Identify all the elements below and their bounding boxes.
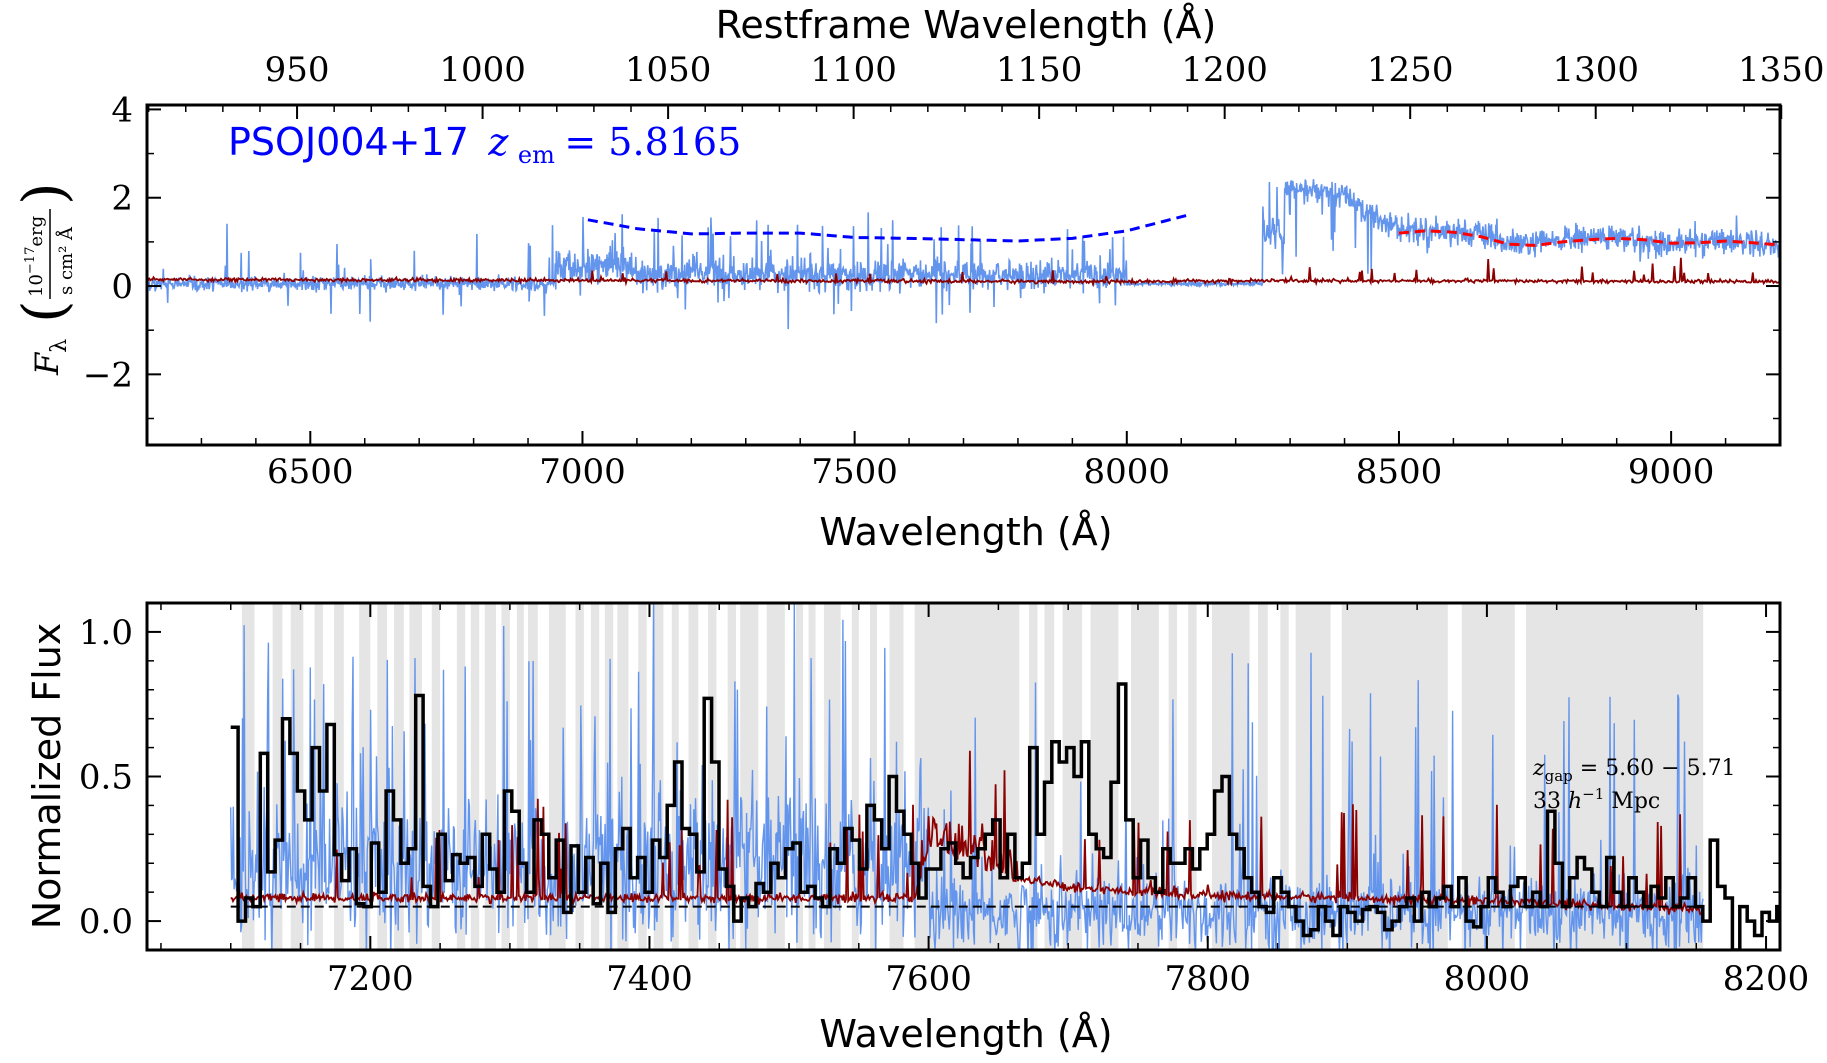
gap-shaded-region [617, 603, 629, 950]
gap-shaded-region [501, 603, 510, 950]
rest-xtick-label: 950 [265, 50, 330, 90]
bottom-ticks: 7200 7400 7600 7800 8000 8200 0.0 0.5 1.0 [79, 602, 1810, 999]
top-axis-title: Restframe Wavelength (Å) [716, 3, 1217, 47]
top-plot-area [147, 179, 1780, 330]
ylabel-denominator: s cm² Å [55, 226, 77, 295]
gap-shaded-region [1257, 603, 1268, 950]
red-continuum-fit [1398, 229, 1780, 247]
svg-text:Fλ: Fλ [28, 339, 72, 376]
svg-text:zgap = 5.60 − 5.71: zgap = 5.60 − 5.71 [1532, 756, 1736, 785]
bottom-xtick-label: 8000 [1444, 959, 1531, 999]
binned-flux-step [230, 682, 1780, 950]
rest-xtick-label: 1300 [1552, 50, 1639, 90]
bottom-plot-area [230, 603, 1780, 950]
gap-shaded-region [869, 603, 877, 950]
object-annotation: PSOJ004+17 z em = 5.8165 [228, 120, 741, 172]
bottom-xtick-label: 7800 [1164, 959, 1251, 999]
top-panel-ylabel: Fλ ( 10−17erg s cm² Å ) [10, 182, 78, 376]
ylabel-sub: λ [47, 339, 72, 353]
top-noise-series [147, 257, 1780, 288]
gap-shaded-region [470, 603, 480, 950]
gap-shaded-region [516, 603, 524, 950]
bottom-ytick-label: 0.0 [79, 902, 133, 942]
rest-xtick-label: 1150 [996, 50, 1083, 90]
gap-shaded-region [796, 603, 803, 950]
ylabel-paren-right: ) [10, 182, 78, 205]
ylabel-symbol: F [28, 351, 66, 376]
bottom-panel-ylabel: Normalized Flux [25, 623, 69, 930]
rest-xtick-label: 1100 [810, 50, 897, 90]
gap-shaded-region [394, 603, 404, 950]
top-xtick-label: 8000 [1084, 452, 1171, 492]
bottom-normalized-panel: 7200 7400 7600 7800 8000 8200 0.0 0.5 1.0 zgap =… [25, 601, 1810, 1056]
gap-shaded-region [1280, 603, 1289, 950]
ylabel-paren-left: ( [10, 300, 78, 323]
top-flux-series [147, 179, 1780, 330]
bottom-panel-xlabel: Wavelength (Å) [819, 1012, 1112, 1056]
gap-shaded-region [359, 603, 371, 950]
gap-shaded-region [431, 603, 441, 950]
gap-shaded-region [1044, 603, 1055, 950]
bottom-flux-series [230, 603, 1704, 950]
gap-shaded-region [456, 603, 466, 950]
gap-shaded-region [1188, 603, 1197, 950]
gap-shaded-region [727, 603, 736, 950]
rest-xtick-label: 1200 [1181, 50, 1268, 90]
top-xtick-label: 8500 [1356, 452, 1443, 492]
bottom-xtick-label: 7600 [885, 959, 972, 999]
top-xtick-label: 6500 [267, 452, 354, 492]
top-xtick-label: 9000 [1628, 452, 1715, 492]
gap-shaded-region [688, 603, 699, 950]
bottom-xtick-label: 8200 [1723, 959, 1810, 999]
gap-shaded-region [272, 603, 283, 950]
top-ticks: 6500 7000 7500 8000 8500 9000 950 1000 1050 1100 1… [83, 50, 1825, 492]
top-ytick-label: 2 [111, 179, 133, 219]
top-ytick-label: −2 [83, 355, 133, 395]
top-ytick-label: 4 [111, 90, 133, 130]
top-ytick-label: 0 [111, 267, 133, 307]
rest-xtick-label: 1250 [1367, 50, 1454, 90]
svg-text:33 h−1 Mpc: 33 h−1 Mpc [1533, 785, 1660, 814]
bottom-xtick-label: 7400 [606, 959, 693, 999]
top-xtick-label: 7000 [539, 452, 626, 492]
top-panel-xlabel: Wavelength (Å) [819, 510, 1112, 554]
ylabel-numerator: 10−17erg [23, 216, 47, 297]
blue-continuum-fit [587, 213, 1188, 243]
gap-shaded-region [653, 603, 664, 950]
gap-shaded-region [377, 603, 388, 950]
gap-shaded-region [484, 603, 496, 950]
top-xtick-label: 7500 [811, 452, 898, 492]
gap-shaded-region [1029, 603, 1038, 950]
gap-shaded-region [334, 603, 344, 950]
gap-shaded-region [638, 603, 647, 950]
bottom-ytick-label: 0.5 [79, 758, 133, 798]
top-spectrum-panel: 6500 7000 7500 8000 8500 9000 950 1000 1050 1100 1… [10, 3, 1825, 554]
gap-shaded-region [851, 603, 859, 950]
gap-shaded-region [708, 603, 717, 950]
bottom-ytick-label: 1.0 [79, 613, 133, 653]
gap-shaded-region [575, 603, 584, 950]
rest-xtick-label: 1350 [1738, 50, 1825, 90]
gap-annotation: zgap = 5.60 − 5.71 33 h−1 Mpc [1532, 756, 1736, 814]
rest-xtick-label: 1050 [625, 50, 712, 90]
bottom-xtick-label: 7200 [327, 959, 414, 999]
rest-xtick-label: 1000 [439, 50, 526, 90]
